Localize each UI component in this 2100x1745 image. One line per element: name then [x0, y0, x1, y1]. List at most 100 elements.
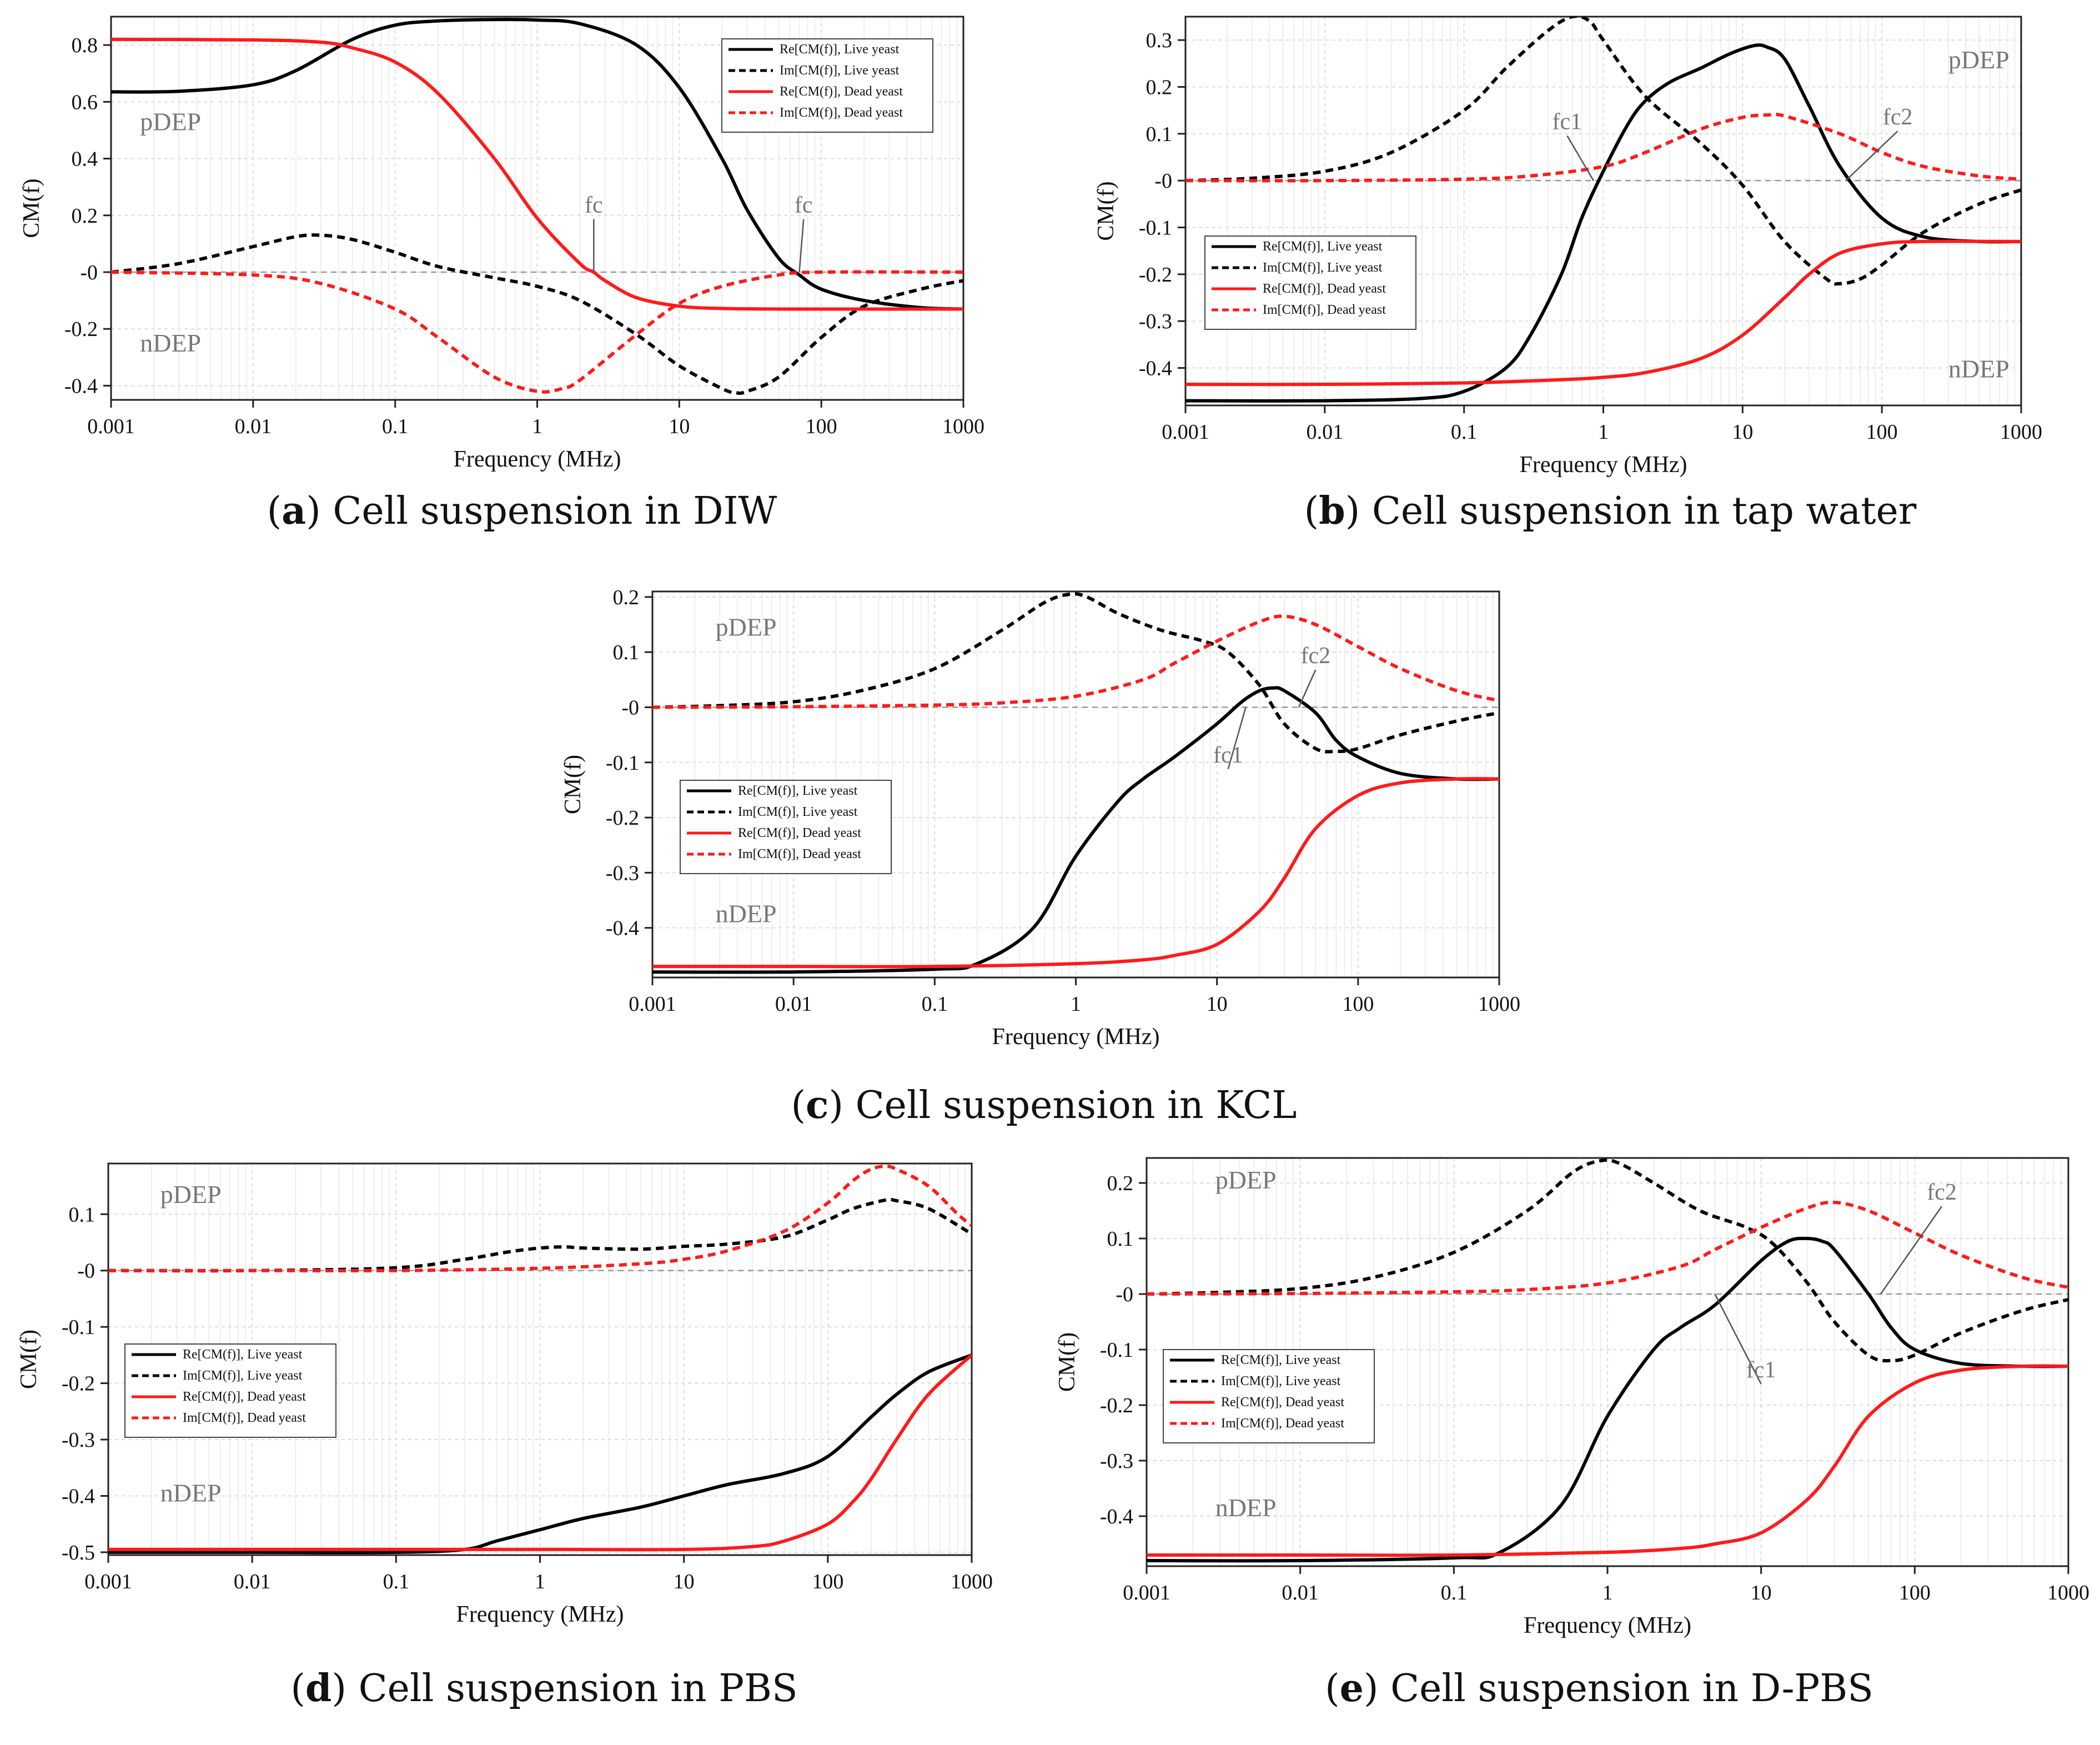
series-line [1147, 1236, 2068, 1563]
x-tick-label: 100 [1899, 1581, 1931, 1604]
crossover-label: fc2 [1927, 1180, 1957, 1205]
y-axis-label: CM(f) [19, 178, 44, 238]
annotation-leader-line [1566, 135, 1594, 181]
legend-box [124, 1343, 336, 1438]
legend-label: Im[CM(f)], Live yeast [1221, 1374, 1341, 1388]
x-tick-label: 10 [1751, 1581, 1772, 1604]
x-axis-label: Frequency (MHz) [456, 1602, 624, 1627]
legend: Re[CM(f)], Live yeast Im[CM(f)], Live yea… [1204, 235, 1416, 330]
series-line [111, 270, 963, 394]
legend-label: Re[CM(f)], Dead yeast [738, 826, 861, 840]
legend-label: Im[CM(f)], Dead yeast [780, 106, 903, 120]
y-tick-label: 0.2 [1146, 76, 1173, 99]
series-line [652, 614, 1499, 709]
region-label: nDEP [160, 1479, 222, 1507]
x-tick-label: 1 [1071, 992, 1081, 1016]
y-tick-label: 0.2 [72, 204, 98, 228]
region-label: pDEP [160, 1180, 222, 1209]
grid [1185, 17, 2022, 405]
y-tick-label: 0.8 [72, 34, 98, 57]
x-tick-label: 0.01 [1307, 420, 1344, 444]
annotation-leader-line [1227, 707, 1247, 770]
region-label: nDEP [1215, 1493, 1277, 1522]
caption-a: (a) Cell suspension in DIW [267, 489, 777, 533]
legend-label: Re[CM(f)], Live yeast [1263, 239, 1383, 254]
caption-c: (c) Cell suspension in KCL [791, 1083, 1297, 1127]
annotation-leader-line [1714, 1293, 1762, 1385]
legend-label: Im[CM(f)], Dead yeast [1221, 1416, 1344, 1431]
series-line [108, 1353, 972, 1555]
x-tick-label: 0.001 [629, 992, 676, 1016]
y-tick-label: -0.3 [606, 861, 639, 885]
chart-a: 0.001 0.01 0.1 1 10 100 1000 -0.4 -0.2 -0 0.2 0.4 0.… [19, 16, 984, 472]
y-tick-label: -0 [1116, 1283, 1133, 1306]
x-tick-label: 1 [1598, 420, 1609, 444]
region-label: pDEP [1948, 46, 2009, 74]
legend-label: Re[CM(f)], Live yeast [738, 784, 858, 798]
y-tick-label: -0.1 [62, 1316, 95, 1339]
legend-label: Re[CM(f)], Live yeast [1221, 1353, 1341, 1367]
series-line [108, 1197, 972, 1273]
crossover-label: fc1 [1553, 109, 1582, 134]
legend-label: Im[CM(f)], Live yeast [738, 805, 858, 819]
x-tick-label: 100 [1866, 420, 1898, 444]
series-line [1147, 1200, 2068, 1296]
legend-label: Im[CM(f)], Dead yeast [183, 1411, 306, 1425]
x-tick-label: 0.001 [84, 1570, 132, 1593]
series-group [652, 592, 1499, 974]
legend-label: Re[CM(f)], Live yeast [780, 42, 900, 57]
region-label: nDEP [1948, 354, 2009, 383]
series-line [1147, 1364, 2068, 1557]
series-line [1185, 112, 2021, 183]
y-tick-label: -0.2 [1100, 1394, 1133, 1417]
chart-e: 0.001 0.01 0.1 1 10 100 1000 -0.4 -0.3 -0.2 -0.1 -0… [1054, 1157, 2089, 1638]
y-tick-label: 0.2 [1107, 1172, 1134, 1195]
x-tick-label: 0.1 [383, 1570, 410, 1593]
x-tick-label: 0.001 [1123, 1581, 1170, 1604]
y-tick-label: 0.2 [613, 586, 640, 609]
series-line [111, 233, 963, 395]
y-tick-label: -0.4 [62, 1485, 95, 1508]
series-line [1185, 239, 2021, 387]
y-axis-label: CM(f) [1054, 1332, 1080, 1392]
x-tick-label: 0.01 [1282, 1581, 1319, 1604]
x-tick-label: 1000 [1478, 992, 1520, 1016]
y-tick-label: -0 [80, 261, 98, 284]
y-tick-label: 0.6 [72, 91, 98, 114]
legend-label: Re[CM(f)], Dead yeast [780, 84, 903, 99]
y-tick-label: 0.4 [72, 148, 98, 171]
legend: Re[CM(f)], Live yeast Im[CM(f)], Live yea… [1163, 1349, 1375, 1443]
series-group [111, 17, 963, 395]
x-tick-label: 1000 [951, 1570, 993, 1593]
series-line [108, 1165, 972, 1273]
legend-box [680, 780, 892, 874]
y-tick-label: 0.3 [1146, 29, 1173, 52]
grid [110, 17, 964, 400]
caption-e: (e) Cell suspension in D-PBS [1325, 1666, 1873, 1711]
y-tick-label: -0.2 [1139, 263, 1172, 287]
caption-d: (d) Cell suspension in PBS [290, 1666, 798, 1711]
legend: Re[CM(f)], Live yeast Im[CM(f)], Live yea… [680, 780, 892, 874]
x-axis-label: Frequency (MHz) [1524, 1613, 1691, 1638]
x-tick-label: 10 [669, 415, 690, 438]
region-label: pDEP [1215, 1166, 1277, 1194]
series-line [652, 777, 1499, 969]
series-group [1147, 1158, 2068, 1563]
x-tick-label: 100 [812, 1570, 843, 1593]
caption-b: (b) Cell suspension in tap water [1304, 489, 1917, 533]
series-line [1147, 1158, 2068, 1363]
annotation-leader-line [798, 219, 805, 273]
y-tick-label: -0.3 [1139, 310, 1172, 333]
y-tick-label: -0.2 [64, 318, 98, 341]
legend: Re[CM(f)], Live yeast Im[CM(f)], Live yea… [124, 1343, 336, 1438]
legend-label: Im[CM(f)], Live yeast [1263, 260, 1383, 275]
y-axis-label: CM(f) [16, 1330, 42, 1389]
y-tick-label: -0.1 [606, 751, 639, 775]
chart-d: 0.001 0.01 0.1 1 10 100 1000 -0.5 -0.4 -0.3 -0.2 -0… [16, 1162, 993, 1627]
legend-label: Re[CM(f)], Dead yeast [1221, 1395, 1344, 1410]
crossover-label: fc2 [1883, 104, 1913, 130]
y-tick-label: -0.4 [1100, 1505, 1133, 1528]
legend-label: Re[CM(f)], Live yeast [183, 1347, 303, 1362]
y-tick-label: -0.2 [606, 806, 639, 830]
